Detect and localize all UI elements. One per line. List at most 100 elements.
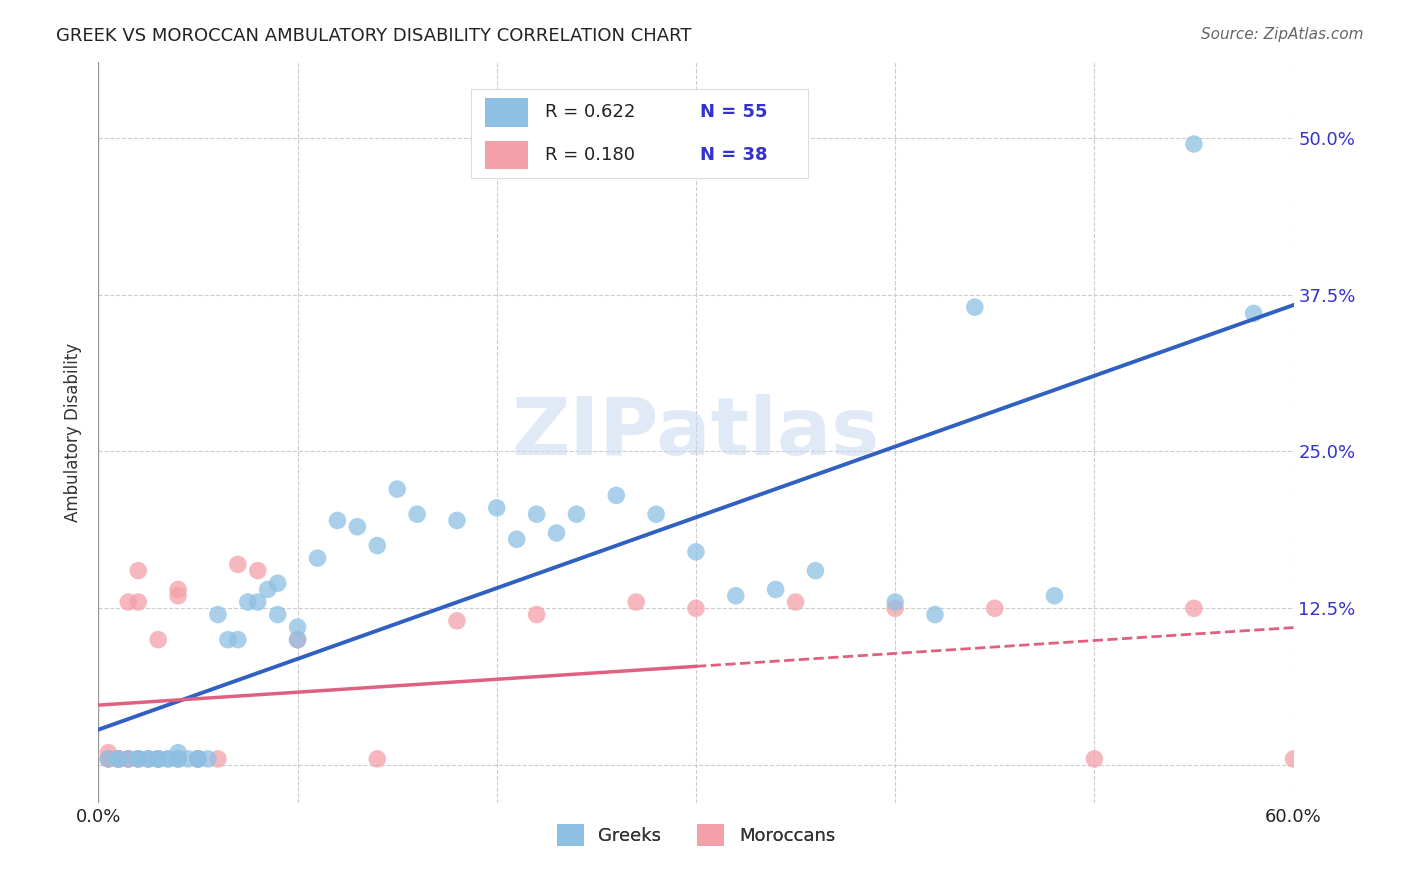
Point [804,564,827,578]
Point [167,752,190,766]
Point [127,564,149,578]
Point [406,507,429,521]
Point [546,526,568,541]
Point [884,601,907,615]
Point [1043,589,1066,603]
Point [187,752,209,766]
Y-axis label: Ambulatory Disability: Ambulatory Disability [65,343,83,522]
Legend: Greeks, Moroccans: Greeks, Moroccans [550,816,842,853]
Point [984,601,1007,615]
Point [107,752,129,766]
Point [167,589,190,603]
Point [645,507,668,521]
Point [1083,752,1105,766]
Point [127,752,149,766]
Point [246,564,269,578]
Point [685,601,707,615]
Point [167,582,190,597]
Point [346,520,368,534]
Point [446,614,468,628]
Point [963,300,986,314]
Point [246,595,269,609]
Point [127,595,149,609]
Point [107,752,129,766]
Text: Source: ZipAtlas.com: Source: ZipAtlas.com [1201,27,1364,42]
Point [226,632,249,647]
Point [117,752,139,766]
Point [187,752,209,766]
Point [724,589,747,603]
Point [148,752,170,766]
Point [267,607,290,622]
Point [526,607,548,622]
Point [226,558,249,572]
Point [236,595,259,609]
Point [167,752,190,766]
Point [136,752,159,766]
Point [107,752,129,766]
Point [107,752,129,766]
Point [565,507,588,521]
Point [884,595,907,609]
Point [366,539,388,553]
Point [1182,601,1205,615]
Point [167,746,190,760]
Point [177,752,200,766]
Point [626,595,648,609]
Text: ZIPatlas: ZIPatlas [512,393,880,472]
Point [207,607,229,622]
Point [197,752,219,766]
Point [267,576,290,591]
FancyBboxPatch shape [485,98,529,127]
Point [97,746,120,760]
Point [366,752,388,766]
Point [148,752,170,766]
Point [187,752,209,766]
Text: R = 0.622: R = 0.622 [546,103,636,121]
Point [127,752,149,766]
Point [157,752,180,766]
Point [117,752,139,766]
Point [924,607,946,622]
Text: R = 0.180: R = 0.180 [546,146,636,164]
Text: N = 38: N = 38 [700,146,768,164]
Point [1182,136,1205,151]
Point [446,513,468,527]
Point [287,632,309,647]
Point [526,507,548,521]
Point [765,582,787,597]
Point [148,632,170,647]
Point [136,752,159,766]
Point [685,545,707,559]
Point [605,488,627,502]
Point [117,752,139,766]
Point [256,582,278,597]
Point [157,752,180,766]
FancyBboxPatch shape [485,141,529,169]
Point [117,595,139,609]
Point [187,752,209,766]
Point [148,752,170,766]
Text: N = 55: N = 55 [700,103,768,121]
Point [167,752,190,766]
Point [97,752,120,766]
Point [287,632,309,647]
Point [97,752,120,766]
Point [187,752,209,766]
Point [217,632,239,647]
Point [148,752,170,766]
Point [1243,306,1265,320]
Text: GREEK VS MOROCCAN AMBULATORY DISABILITY CORRELATION CHART: GREEK VS MOROCCAN AMBULATORY DISABILITY … [56,27,692,45]
Point [107,752,129,766]
Point [148,752,170,766]
Point [326,513,349,527]
Point [207,752,229,766]
Point [107,752,129,766]
Point [385,482,409,496]
Point [785,595,807,609]
Point [97,752,120,766]
Point [287,620,309,634]
Point [506,533,529,547]
Point [107,752,129,766]
Point [307,551,329,566]
